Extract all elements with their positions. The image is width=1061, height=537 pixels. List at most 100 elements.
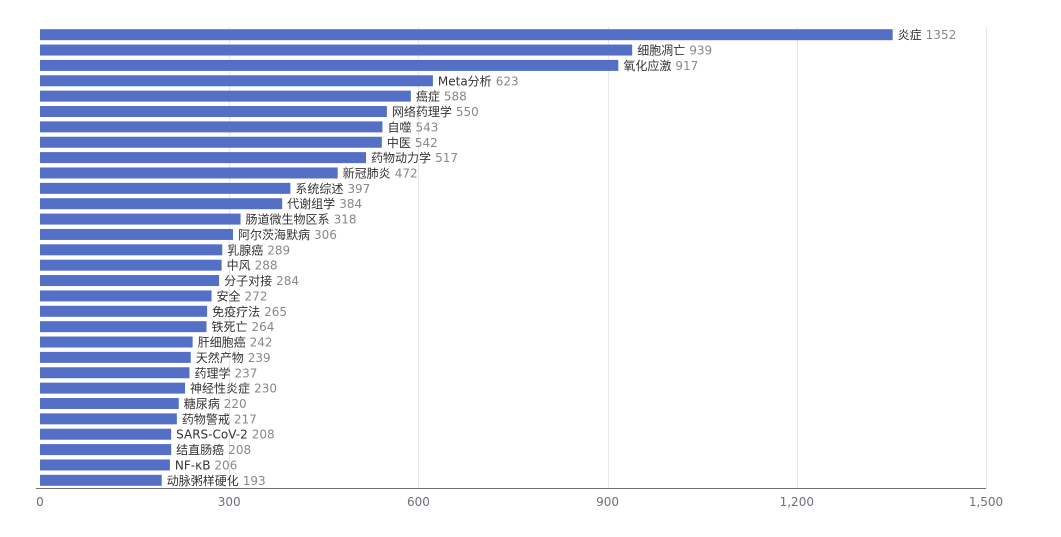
bar[interactable] (40, 275, 220, 287)
bar[interactable] (40, 259, 222, 271)
bar-label-value: 272 (245, 289, 268, 303)
bar[interactable] (40, 29, 893, 41)
bar-label-category: SARS-CoV-2 (176, 428, 248, 442)
bar-label-category: 中风 (227, 258, 251, 273)
bar-label: 自噬 543 (387, 119, 438, 134)
bar-label: 癌症 588 (416, 89, 467, 104)
bar-label-value: 193 (243, 474, 266, 488)
bar-label-value: 264 (252, 320, 275, 334)
bar[interactable] (40, 351, 191, 363)
bar-label-category: 乳腺癌 (227, 242, 263, 257)
x-tick-label: 600 (407, 495, 430, 509)
bar[interactable] (40, 290, 212, 302)
bar-label-value: 917 (675, 59, 698, 73)
bar-label-value: 1352 (926, 28, 957, 42)
grid-layer (229, 27, 987, 488)
bar-label-category: 药物动力学 (371, 150, 431, 165)
bar[interactable] (40, 444, 172, 456)
bar-label-value: 288 (255, 259, 278, 273)
bar-label-category: 动脉粥样硬化 (167, 473, 239, 488)
bar-label-value: 289 (267, 243, 290, 257)
bar-label-value: 242 (250, 336, 273, 350)
bar-label: 免疫疗法 265 (212, 304, 287, 319)
bar-label-category: 神经性炎症 (190, 381, 250, 396)
bar-label: 药理学 237 (194, 365, 257, 380)
bar-label: 结直肠癌 208 (176, 442, 251, 457)
bar[interactable] (40, 459, 170, 471)
bar[interactable] (40, 397, 179, 409)
bar[interactable] (40, 44, 633, 56)
bar[interactable] (40, 106, 387, 118)
bar-label: 天然产物 239 (196, 350, 271, 365)
bar[interactable] (40, 152, 367, 164)
bar[interactable] (40, 198, 283, 210)
bar-label-value: 542 (415, 136, 438, 150)
bar[interactable] (40, 167, 338, 179)
bar-label-value: 284 (276, 274, 299, 288)
bar-label-value: 623 (496, 74, 519, 88)
bar[interactable] (40, 413, 177, 425)
x-tick-label: 300 (218, 495, 241, 509)
bar-label-value: 265 (264, 305, 287, 319)
bar-label-value: 206 (214, 458, 237, 472)
bar[interactable] (40, 428, 172, 440)
bar-label: 糖尿病 220 (184, 396, 247, 411)
bar-label-category: Meta分析 (438, 74, 492, 88)
bar[interactable] (40, 75, 433, 87)
bar-label: 铁死亡 264 (211, 320, 274, 334)
bar[interactable] (40, 228, 233, 240)
bar[interactable] (40, 321, 207, 333)
bar-label-category: 代谢组学 (287, 196, 335, 211)
bar[interactable] (40, 367, 190, 379)
bar-label-value: 939 (689, 44, 712, 58)
bar-label: NF-κB 206 (175, 458, 237, 472)
bar[interactable] (40, 59, 619, 71)
bar-label: 药物警戒 217 (182, 411, 257, 426)
bar-label-value: 397 (347, 182, 370, 196)
bar-label: 分子对接 284 (224, 273, 299, 288)
bar-label-value: 239 (248, 351, 271, 365)
bar[interactable] (40, 136, 382, 148)
bar-label-category: 药理学 (194, 365, 230, 380)
x-axis: 0 300 600 900 1,200 1,500 (36, 488, 1003, 509)
bar-label-category: 炎症 (898, 27, 922, 42)
bar[interactable] (40, 244, 223, 256)
bar-label: 阿尔茨海默病 306 (238, 227, 337, 242)
bar[interactable] (40, 121, 383, 133)
bar-label-category: 细胞凋亡 (637, 44, 685, 58)
x-tick-label: 1,200 (780, 495, 814, 509)
bar-label-category: 自噬 (387, 119, 411, 134)
bar-label-value: 588 (444, 90, 467, 104)
bar-label-value: 208 (252, 428, 275, 442)
bar-label: 肝细胞癌 242 (198, 335, 273, 350)
bar[interactable] (40, 336, 193, 348)
bar-label-category: 癌症 (416, 89, 440, 104)
bar-label: 中风 288 (227, 258, 278, 273)
bar-label-category: 分子对接 (224, 273, 272, 288)
bar[interactable] (40, 90, 411, 102)
bar-label-category: 安全 (217, 288, 241, 303)
bar-label-category: 糖尿病 (184, 396, 220, 411)
bar-label: 安全 272 (217, 288, 268, 303)
bar-label-category: 中医 (387, 135, 411, 150)
bar[interactable] (40, 213, 241, 225)
bar-label: 中医 542 (387, 135, 438, 150)
bar-label-category: 阿尔茨海默病 (238, 227, 310, 242)
bar-label: 动脉粥样硬化 193 (167, 473, 266, 488)
bar-label-category: 天然产物 (196, 350, 244, 365)
bar[interactable] (40, 305, 208, 317)
bar-label: 代谢组学 384 (287, 196, 362, 211)
bar-layer (40, 29, 893, 486)
bar-label: 系统综述 397 (295, 182, 370, 196)
bar[interactable] (40, 182, 291, 194)
bar-label-category: 铁死亡 (211, 320, 247, 334)
bar[interactable] (40, 382, 186, 394)
bar-label-category: NF-κB (175, 458, 211, 472)
bar-label-category: 药物警戒 (182, 411, 230, 426)
bar-label: Meta分析 623 (438, 74, 519, 88)
bar-label: 乳腺癌 289 (227, 242, 290, 257)
bar-label-value: 208 (228, 443, 251, 457)
bar[interactable] (40, 474, 162, 486)
